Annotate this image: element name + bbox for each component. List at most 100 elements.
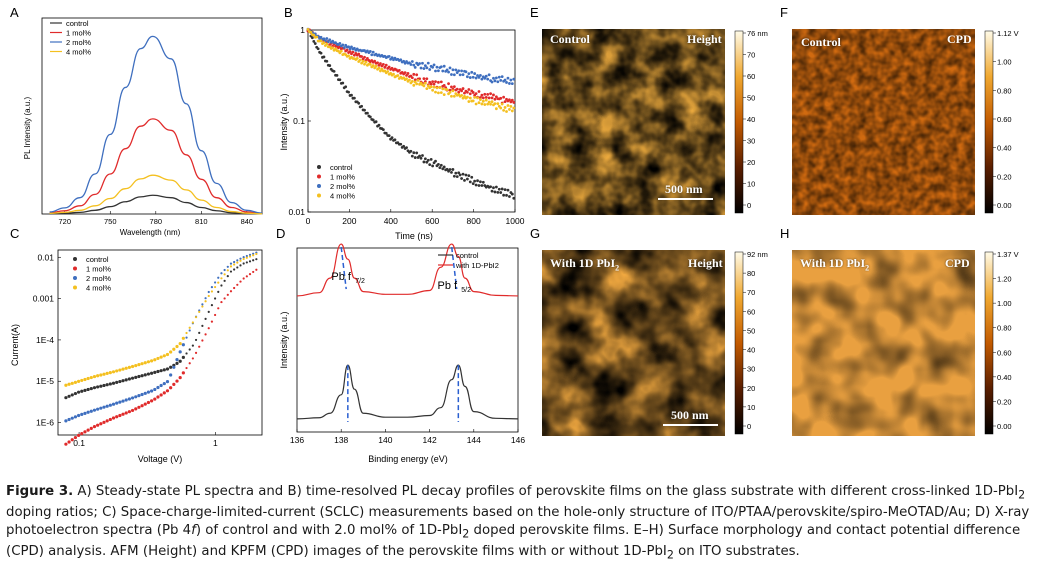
chart-b-point	[480, 102, 484, 106]
chart-c-point	[198, 310, 201, 313]
chart-b-point	[499, 106, 503, 110]
chart-c-point	[233, 263, 236, 266]
chart-b-point	[366, 111, 369, 115]
chart-b-point	[363, 108, 366, 112]
chart-d-peak-label-2: Pb f	[437, 280, 458, 292]
chart-b-point	[460, 93, 463, 97]
chart-b-point	[410, 76, 414, 80]
chart-b-point	[512, 106, 516, 110]
colorbar-g	[734, 251, 744, 435]
chart-b-point	[312, 33, 316, 37]
colorbar-tick-label: 0.40	[997, 144, 1012, 153]
chart-d-series-line	[296, 243, 519, 297]
chart-a-series-line	[49, 35, 263, 214]
chart-c-point	[169, 365, 173, 369]
chart-b-point	[474, 102, 478, 106]
chart-b-point	[418, 62, 421, 65]
chart-c-point	[162, 391, 166, 395]
chart-b-point	[451, 89, 455, 93]
chart-c-point	[226, 293, 229, 296]
image-g-right-label: Height	[688, 256, 723, 270]
chart-b-point	[484, 98, 488, 102]
chart-c-point	[245, 256, 248, 259]
colorbar-tick-label: 1.12 V	[997, 29, 1019, 38]
chart-b-point	[484, 74, 488, 78]
chart-b-point	[313, 42, 317, 45]
chart-b-point	[445, 68, 449, 72]
chart-c-point	[105, 383, 109, 387]
chart-a-legend-entry: 4 mol%	[66, 48, 91, 57]
chart-b-point	[460, 89, 463, 93]
chart-c-point	[201, 303, 204, 306]
chart-c-point	[140, 362, 144, 366]
chart-b-point	[489, 102, 492, 106]
chart-c-point	[248, 253, 252, 256]
chart-c-point	[96, 374, 100, 378]
chart-c-point	[118, 413, 122, 418]
colorbar-tick-label: 10	[747, 403, 755, 412]
chart-b-point	[445, 167, 449, 171]
chart-d-xtick-label: 136	[290, 435, 304, 445]
chart-b-point	[502, 109, 506, 112]
chart-c-point	[127, 410, 131, 414]
chart-b-point	[496, 80, 500, 84]
chart-c-point	[156, 369, 160, 374]
colorbar-tick-label: 40	[747, 346, 755, 355]
chart-b-point	[476, 96, 479, 100]
chart-b-point	[355, 56, 359, 60]
colorbar-tick-label: 70	[747, 288, 755, 297]
chart-c-point	[178, 350, 182, 354]
colorbar-tick-label: 0.00	[997, 201, 1012, 210]
chart-c-point	[150, 359, 154, 363]
chart-c-point	[185, 366, 188, 370]
panel-label-h: H	[780, 226, 790, 241]
chart-c-point	[223, 273, 226, 276]
chart-b-point	[429, 82, 433, 86]
chart-b-point	[335, 73, 339, 77]
chart-b-point	[508, 108, 511, 111]
chart-b-point	[455, 175, 459, 179]
chart-c-point	[181, 371, 185, 375]
chart-b-point	[421, 61, 424, 65]
chart-a-legend-entry: 2 mol%	[66, 38, 91, 47]
chart-d-ylabel: Intensity (a.u.)	[279, 311, 289, 368]
chart-c-point	[239, 259, 242, 262]
chart-b-point	[486, 102, 490, 106]
chart-b-point	[452, 94, 456, 98]
chart-c-point	[245, 275, 248, 278]
chart-b-legend-entry: 1 mol%	[330, 173, 355, 182]
chart-b-point	[500, 102, 504, 106]
image-e-right-label: Height	[687, 32, 722, 46]
chart-b-point	[368, 115, 372, 119]
chart-b-point	[503, 188, 507, 192]
chart-a-legend-entry: control	[66, 19, 89, 28]
scale-bar-g	[663, 424, 718, 426]
chart-b-point	[434, 80, 437, 84]
chart-c-point	[121, 399, 125, 403]
chart-c-point	[146, 372, 151, 376]
chart-b-point	[387, 134, 391, 138]
chart-c-point	[140, 374, 144, 378]
chart-b-point	[363, 55, 366, 59]
chart-b-point	[487, 73, 491, 77]
chart-b-point	[434, 69, 437, 73]
chart-c-point	[213, 297, 217, 300]
image-h-left-label: With 1D PbI2	[800, 256, 869, 272]
chart-c-point	[108, 403, 112, 407]
chart-c-point	[207, 290, 210, 294]
chart-c-point	[80, 389, 84, 393]
panel-label-e: E	[530, 5, 539, 20]
chart-b-point	[423, 64, 427, 68]
colorbar-h	[984, 251, 994, 435]
colorbar-tick-label: 92 nm	[747, 250, 768, 259]
chart-b-point	[509, 105, 513, 108]
chart-b-point	[322, 37, 326, 41]
chart-c-point	[178, 359, 182, 363]
chart-c-point	[185, 336, 188, 339]
chart-c-point	[130, 396, 135, 400]
chart-b-point	[328, 64, 332, 67]
chart-b-point	[477, 184, 481, 187]
chart-b-point	[422, 160, 426, 164]
chart-b-point	[442, 83, 446, 87]
chart-b-point	[490, 100, 494, 104]
